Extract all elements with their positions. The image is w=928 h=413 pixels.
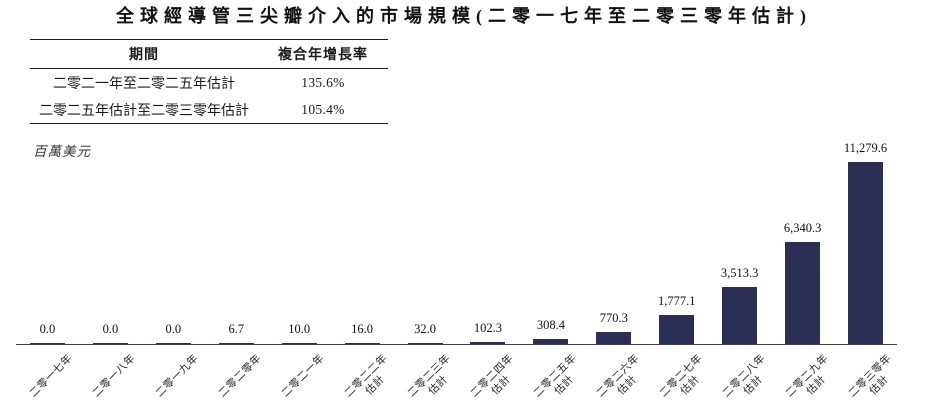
cagr-period-2021-2025: 二零二一年至二零二五年估計 xyxy=(53,76,235,92)
cagr-table-header-period: 期間 xyxy=(129,48,159,63)
x-axis-label: 二零一九年 xyxy=(154,353,202,400)
x-axis-label: 二零二七年 估計 xyxy=(657,353,705,400)
bar xyxy=(281,343,317,344)
bar xyxy=(92,343,128,344)
x-axis-label: 二零二五年 估計 xyxy=(532,353,579,400)
x-axis-label: 二零二四年 估計 xyxy=(469,353,516,400)
bar xyxy=(29,343,65,344)
bar-value-label: 0.0 xyxy=(102,322,119,336)
cagr-period-2025-2030: 二零二五年估計至二零三零年估計 xyxy=(39,103,249,119)
chart-title: 全球經導管三尖瓣介入的市場規模(二零一七年至二零三零年估計) xyxy=(116,6,812,26)
bar xyxy=(596,332,632,344)
cagr-table-header-cagr: 複合年增長率 xyxy=(278,48,368,63)
bar-value-label: 0.0 xyxy=(39,322,56,336)
x-axis-label: 二零二零年 xyxy=(217,353,265,400)
bar xyxy=(407,343,443,344)
bar-value-label: 0.0 xyxy=(165,322,182,336)
x-axis-label: 二零二二年 估計 xyxy=(343,353,390,400)
bar-value-label: 11,279.6 xyxy=(843,141,888,155)
x-axis-label: 二零二九年 估計 xyxy=(783,353,831,400)
bar-value-label: 10.0 xyxy=(288,322,311,336)
bar-value-label: 6,340.3 xyxy=(783,221,822,235)
bar-value-label: 32.0 xyxy=(414,322,436,336)
bar-value-label: 6.7 xyxy=(228,322,245,336)
bar-value-label: 102.3 xyxy=(473,321,503,335)
bar xyxy=(470,342,506,344)
bar-value-label: 308.4 xyxy=(536,318,565,332)
x-axis-label: 二零一八年 xyxy=(91,353,139,400)
bar xyxy=(533,339,569,344)
bar xyxy=(722,287,758,344)
bar-value-label: 770.3 xyxy=(599,311,628,325)
x-axis-label: 二零二三年 估計 xyxy=(406,353,453,400)
bar xyxy=(218,343,254,344)
table-row: 二零二一年至二零二五年估計 135.6% xyxy=(30,69,388,96)
table-row: 二零二五年估計至二零三零年估計 105.4% xyxy=(30,96,388,123)
bar-value-label: 3,513.3 xyxy=(720,266,759,280)
bar xyxy=(659,315,695,344)
cagr-value-2025-2030: 105.4% xyxy=(301,101,345,117)
bar-value-label: 16.0 xyxy=(351,322,374,336)
bar xyxy=(155,343,191,344)
chart-plot-area: 0.0 0.0 0.0 6.7 10.0 16.0 32.0 102.3 308.4 770.3 1… xyxy=(16,141,897,345)
x-axis-label: 二零二一年 xyxy=(280,353,327,400)
y-axis-unit-label: 百萬美元 xyxy=(33,144,91,159)
cagr-table-header-row: 期間 複合年增長率 xyxy=(30,40,388,69)
cagr-table: 期間 複合年增長率 二零二一年至二零二五年估計 135.6% 二零二五年估計至二… xyxy=(30,39,388,124)
x-axis-label: 二零一七年 xyxy=(28,353,76,400)
x-axis-label: 二零二八年 估計 xyxy=(720,353,768,400)
x-axis-label: 二零二六年 估計 xyxy=(594,353,642,400)
cagr-value-2021-2025: 135.6% xyxy=(301,74,345,90)
bar xyxy=(344,343,380,344)
bar xyxy=(785,242,821,344)
bar-value-label: 1,777.1 xyxy=(658,294,696,308)
x-axis-label: 二零三零年 估計 xyxy=(846,353,894,400)
bar xyxy=(848,162,884,344)
